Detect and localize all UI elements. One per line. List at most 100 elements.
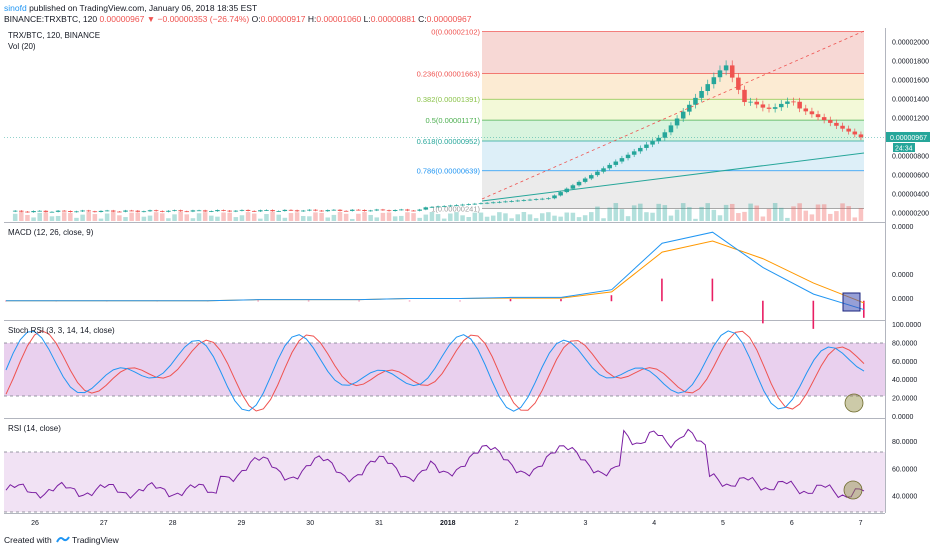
macd-signal-line [6,240,865,304]
rsi-y-tick-label: 60.0000 [892,466,917,473]
fibonacci-retracement[interactable]: 0(0.00002102) 0.236(0.00001663) 0.382(0.00… [417,28,864,214]
macd-hist-bar [812,300,815,329]
x-tick-label: 27 [100,520,108,527]
volume-bar [399,215,404,221]
volume-bar [570,212,576,221]
candle-body [558,192,563,196]
candle-body [546,198,551,200]
volume-bar [270,212,275,221]
volume-bar [80,214,85,221]
candle-body [135,210,141,212]
volume-bar [717,215,723,221]
candle-body [478,203,484,205]
volume-bar [497,212,502,221]
x-tick-label: 7 [859,520,863,527]
macd-hist-bar [5,300,7,302]
candle-body [503,201,508,203]
candle-body [184,211,190,213]
volume-bar [209,215,214,221]
candle-body [245,209,251,211]
x-tick-label: 4 [652,520,656,527]
author-link[interactable]: sinofd [4,3,27,13]
fib-zone [482,99,864,121]
volume-bar [423,214,429,221]
trend-line[interactable] [481,152,865,202]
volume-bar [454,212,459,221]
rsi-highlight-ellipse[interactable] [843,480,863,500]
chart-canvas[interactable]: 0(0.00002102) 0.236(0.00001663) 0.382(0.00… [0,0,932,530]
candle-body [98,210,104,212]
candle-body [809,111,815,115]
stoch-y-tick-label: 20.0000 [892,396,917,403]
volume-bar [779,207,784,221]
candle-body [589,175,594,179]
volume-label: Vol (20) [8,42,36,51]
volume-bar [251,213,257,221]
candle-body [12,210,18,212]
candle-body [552,195,557,199]
macd-y-tick-label: 0.0000 [892,272,914,279]
candle-body [141,211,147,213]
candle-body [258,210,263,212]
candle-body [68,211,73,213]
last-price-tag-text: 0.00000967 [890,135,927,142]
volume-bar [527,214,533,221]
volume-bar [472,212,478,221]
macd-hist-bar [762,300,764,324]
macd-hist-bar [509,299,512,302]
candle-body [723,65,729,71]
candle-body [172,210,177,212]
candle-body [276,211,281,212]
macd-histogram [5,278,865,329]
macd-highlight-box[interactable] [842,292,861,312]
candle-body [423,207,429,210]
volume-bar [123,217,128,221]
candle-body [178,210,183,212]
stoch-highlight-ellipse[interactable] [844,393,864,413]
candle-body [662,132,668,138]
candle-body [251,210,257,212]
macd-hist-bar [307,300,310,302]
candle-body [539,198,545,200]
candle-body [147,210,153,212]
candle-body [607,164,612,169]
fib-zone [482,73,864,100]
candle-body [374,209,380,211]
x-tick-label: 2 [515,520,519,527]
main-panel-title: TRX/BTC, 120, BINANCE [8,31,100,40]
last-price-tag: 0.00000967 24:34 [886,132,930,153]
candle-body [601,168,606,172]
candle-body [852,131,858,135]
volume-bar [748,203,753,221]
candle-body [815,114,821,118]
volume-bar [539,213,545,221]
volume-bar [729,203,735,221]
stoch-y-tick-label: 80.0000 [892,340,917,347]
volume-bar [141,216,147,221]
fib-level-label: 0.382(0.00001391) [417,95,481,104]
volume-bar [184,214,190,221]
volume-bar [552,215,557,221]
candle-body [380,209,386,211]
volume-bar [417,217,422,221]
candle-body [399,209,404,211]
macd-hist-bar [408,300,411,302]
publish-line: sinofd published on TradingView.com, Jan… [4,3,257,13]
volume-bar [37,212,42,221]
candle-body [680,111,686,119]
ohlc-h-label: H: [307,14,317,24]
x-tick-label: 28 [169,520,177,527]
tradingview-brand[interactable]: TradingView [72,535,119,545]
candle-body [772,107,778,109]
main-y-tick-label: 0.00002000 [892,39,929,46]
volume-bar [687,207,692,221]
candle-body [631,151,637,155]
volume-bar [460,215,465,221]
volume-bar [166,218,171,221]
volume-bar [625,216,631,221]
candle-body [803,108,809,112]
candle-body [705,84,710,91]
stoch-y-tick-label: 40.0000 [892,377,917,384]
main-y-tick-label: 0.00000400 [892,191,929,198]
candle-body [61,210,67,212]
